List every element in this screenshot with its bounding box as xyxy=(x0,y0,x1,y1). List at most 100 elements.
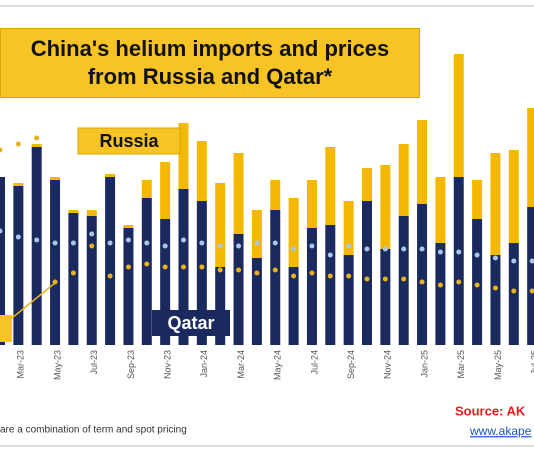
bar xyxy=(362,168,372,201)
line-point xyxy=(89,243,95,249)
line-point xyxy=(474,252,480,258)
line-point xyxy=(70,270,76,276)
x-tick-label: Sep-24 xyxy=(346,350,356,379)
line-point xyxy=(327,252,333,258)
bar xyxy=(13,183,24,186)
bar xyxy=(123,228,134,345)
bar xyxy=(215,267,226,345)
x-tick-label: Mar-23 xyxy=(16,350,26,379)
bar xyxy=(160,219,171,345)
legend-box-fragment xyxy=(0,315,12,342)
bar xyxy=(233,234,244,345)
bar xyxy=(508,150,519,243)
bar xyxy=(398,144,409,216)
bar xyxy=(196,201,207,345)
line-point xyxy=(419,279,425,285)
line-point xyxy=(382,246,388,252)
line-point xyxy=(511,288,517,294)
line-point xyxy=(236,243,242,249)
bar xyxy=(325,147,336,225)
line-point xyxy=(291,246,297,252)
x-tick-label: Jul-25 xyxy=(530,350,534,375)
bar xyxy=(160,162,171,219)
line-point xyxy=(456,279,462,285)
line-point xyxy=(474,282,480,288)
bar xyxy=(490,153,501,255)
bar xyxy=(86,216,97,345)
line-point xyxy=(199,264,205,270)
bar xyxy=(417,204,428,345)
x-tick-label: Jan-25 xyxy=(419,350,429,378)
bar xyxy=(141,180,152,198)
x-tick-label: Mar-25 xyxy=(456,350,466,379)
bar xyxy=(68,210,79,213)
bar xyxy=(251,258,262,345)
bar xyxy=(288,267,299,345)
line-point xyxy=(272,240,278,246)
bar xyxy=(0,177,5,345)
bar xyxy=(178,123,189,189)
line-point xyxy=(309,243,315,249)
bar xyxy=(68,213,79,345)
bar xyxy=(270,180,281,210)
bar xyxy=(343,201,354,255)
x-tick-label: May-23 xyxy=(52,350,62,380)
bar xyxy=(417,120,428,204)
line-point xyxy=(125,264,131,270)
line-point xyxy=(125,237,131,243)
bar xyxy=(123,225,134,228)
x-tick-label: May-24 xyxy=(273,350,283,380)
bar xyxy=(380,165,391,249)
bar xyxy=(527,108,534,207)
bar xyxy=(453,54,464,177)
line-point xyxy=(492,255,498,261)
bar xyxy=(233,153,244,234)
line-point xyxy=(144,261,150,267)
line-point xyxy=(34,135,40,141)
x-tick-label: Sep-23 xyxy=(126,350,136,379)
footnote: are a combination of term and spot prici… xyxy=(0,425,187,436)
bar xyxy=(288,198,299,267)
line-point xyxy=(236,267,242,273)
line-point xyxy=(511,258,517,264)
line-point xyxy=(254,270,260,276)
bar xyxy=(362,201,372,345)
line-point xyxy=(162,264,168,270)
line-point xyxy=(346,243,352,249)
bar xyxy=(141,198,152,345)
bar xyxy=(306,228,317,345)
bar xyxy=(306,180,317,228)
bar xyxy=(472,219,483,345)
x-tick-label: Nov-23 xyxy=(163,350,173,379)
bar xyxy=(435,177,446,243)
line-point xyxy=(70,240,76,246)
line-point xyxy=(364,246,370,252)
bar xyxy=(50,180,61,345)
line-point xyxy=(272,267,278,273)
chart-title: China's helium imports and prices from R… xyxy=(0,28,420,98)
line-point xyxy=(107,273,113,279)
line-point xyxy=(162,243,168,249)
line-point xyxy=(529,258,534,264)
legend-box xyxy=(152,310,230,336)
line-point xyxy=(529,288,534,294)
x-tick-label: Mar-24 xyxy=(236,350,246,379)
x-tick-label: Jul-23 xyxy=(89,350,99,375)
bar xyxy=(508,243,519,345)
line-point xyxy=(291,273,297,279)
bar xyxy=(86,210,97,216)
line-point xyxy=(52,240,58,246)
bar xyxy=(325,225,336,345)
bar xyxy=(490,255,501,345)
line-point xyxy=(382,276,388,282)
legend-label: Qatar xyxy=(167,313,214,333)
line-point xyxy=(437,249,443,255)
bar xyxy=(527,207,534,345)
line-point xyxy=(364,276,370,282)
line-point xyxy=(309,270,315,276)
bar xyxy=(50,177,61,180)
line-point xyxy=(492,285,498,291)
bar xyxy=(435,243,446,345)
x-tick-label: Jul-24 xyxy=(309,350,319,375)
